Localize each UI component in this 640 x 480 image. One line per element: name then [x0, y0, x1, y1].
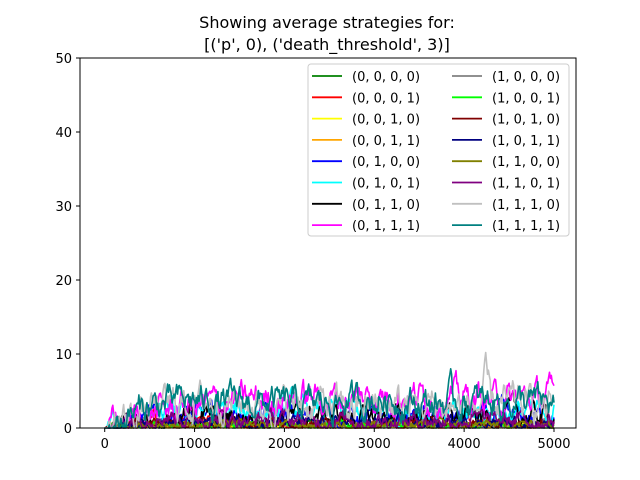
legend-label: (1, 0, 1, 1) — [492, 134, 560, 149]
series-line — [104, 367, 555, 429]
plot-lines — [104, 351, 555, 429]
legend-label: (0, 0, 0, 0) — [352, 70, 420, 85]
x-tick-label: 4000 — [448, 437, 481, 452]
legend: (0, 0, 0, 0) (0, 0, 0, 1) (0, 0, 1, 0) (0, … — [307, 63, 570, 237]
x-tick-label: 5000 — [537, 437, 570, 452]
legend-label: (1, 1, 1, 0) — [492, 198, 560, 213]
legend-label: (0, 1, 1, 0) — [352, 198, 420, 213]
legend-label: (1, 0, 0, 0) — [492, 70, 560, 85]
y-tick-label: 0 — [64, 422, 72, 437]
legend-label: (0, 0, 1, 0) — [352, 113, 420, 128]
legend-label: (0, 0, 1, 1) — [352, 134, 420, 149]
chart-title-line-1: Showing average strategies for: — [199, 13, 455, 32]
y-tick-label: 30 — [55, 200, 72, 215]
x-tick-label: 1000 — [178, 437, 211, 452]
y-tick-label: 10 — [55, 348, 72, 363]
chart-title-line-2: [('p', 0), ('death_threshold', 3)] — [204, 35, 450, 55]
legend-label: (0, 0, 0, 1) — [352, 91, 420, 106]
x-tick-label: 0 — [101, 437, 109, 452]
series-line — [104, 416, 554, 429]
legend-label: (1, 0, 1, 0) — [492, 113, 560, 128]
legend-label: (1, 0, 0, 1) — [492, 91, 560, 106]
x-tick-label: 2000 — [268, 437, 301, 452]
y-tick-label: 50 — [55, 52, 72, 67]
y-axis: 0 10 20 30 40 50 — [55, 52, 80, 437]
x-axis: 0 1000 2000 3000 4000 5000 — [101, 428, 571, 452]
plot-frame — [79, 57, 577, 429]
y-tick-label: 40 — [55, 126, 72, 141]
legend-label: (0, 1, 1, 1) — [352, 219, 420, 234]
legend-label: (1, 1, 0, 1) — [492, 177, 560, 192]
legend-label: (0, 1, 0, 1) — [352, 177, 420, 192]
legend-label: (1, 1, 1, 1) — [492, 219, 560, 234]
legend-label: (0, 1, 0, 0) — [352, 155, 420, 170]
x-tick-label: 3000 — [358, 437, 391, 452]
legend-label: (1, 1, 0, 0) — [492, 155, 560, 170]
y-tick-label: 20 — [55, 274, 72, 289]
series-line — [104, 351, 555, 429]
legend-frame — [307, 63, 570, 237]
series-line — [104, 401, 555, 429]
